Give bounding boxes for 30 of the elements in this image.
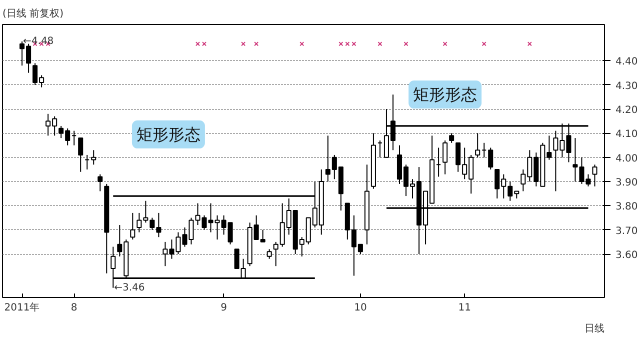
x-tick-label: 8	[70, 302, 78, 314]
candlestick	[98, 174, 103, 192]
candlestick	[130, 212, 136, 240]
candlestick	[475, 132, 480, 158]
annotation: 矩形形态	[413, 85, 478, 104]
text: 日线	[584, 322, 604, 334]
annotation: 矩形形态	[136, 124, 200, 144]
candlestick	[266, 248, 272, 260]
x-tick-label: 2011年	[4, 302, 40, 314]
candlestick	[78, 138, 84, 172]
y-tick-label: 3.70	[616, 226, 638, 237]
y-tick-label: 4.20	[616, 105, 638, 116]
y-tick-label: 3.80	[616, 202, 638, 213]
annotation: ←4.48	[23, 36, 54, 47]
x-tick-label: 10	[354, 302, 367, 314]
candlestick	[449, 132, 454, 144]
y-tick-label: 4.00	[616, 153, 638, 164]
y-tick-label: 4.30	[616, 80, 638, 92]
candlestick	[442, 140, 448, 175]
chart-title: (日线 前复权)	[2, 8, 64, 20]
x-tick-label: 11	[458, 302, 471, 314]
y-tick-label: 3.60	[616, 250, 638, 262]
annotation: ←3.46	[114, 282, 145, 294]
y-tick-label: 4.10	[616, 129, 638, 140]
y-tick-label: 4.40	[616, 56, 638, 68]
candlestick	[592, 164, 598, 187]
y-tick-label: 3.90	[616, 178, 638, 189]
candlestick	[91, 150, 96, 166]
candlestick	[488, 147, 494, 170]
x-tick-label: 9	[220, 302, 227, 314]
